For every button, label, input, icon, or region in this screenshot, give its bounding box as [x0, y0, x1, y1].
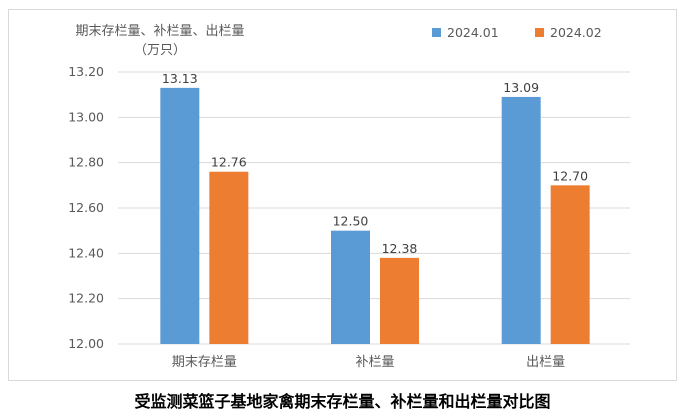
- figure-caption: 受监测菜篮子基地家禽期末存栏量、补栏量和出栏量对比图: [134, 392, 551, 411]
- x-category-label: 出栏量: [526, 355, 565, 370]
- bar: [331, 230, 370, 344]
- chart-frame: [8, 9, 677, 381]
- data-label: 12.50: [333, 214, 369, 229]
- x-category-label: 补栏量: [355, 355, 394, 370]
- chart-title: 期末存栏量、补栏量、出栏量: [75, 24, 244, 39]
- data-label: 13.13: [162, 71, 198, 86]
- y-tick-label: 12.80: [68, 155, 104, 170]
- x-category-label: 期末存栏量: [172, 355, 237, 370]
- chart-unit: （万只）: [134, 43, 186, 58]
- legend-swatch: [432, 28, 441, 37]
- data-label: 12.70: [552, 168, 588, 183]
- data-label: 13.09: [503, 80, 539, 95]
- bar: [380, 257, 419, 344]
- bar: [209, 171, 249, 344]
- y-tick-label: 13.00: [68, 109, 104, 124]
- y-tick-label: 12.20: [68, 291, 104, 306]
- data-label: 12.76: [211, 155, 247, 170]
- bar: [501, 96, 541, 344]
- y-tick-label: 12.00: [68, 336, 104, 351]
- legend-swatch: [535, 28, 544, 37]
- bar: [550, 185, 590, 344]
- y-tick-label: 13.20: [68, 64, 104, 79]
- data-label: 12.38: [382, 241, 418, 256]
- legend-label: 2024.02: [550, 25, 602, 40]
- bar: [160, 87, 200, 344]
- legend-label: 2024.01: [447, 25, 499, 40]
- y-tick-label: 12.60: [68, 200, 104, 215]
- y-tick-label: 12.40: [68, 245, 104, 260]
